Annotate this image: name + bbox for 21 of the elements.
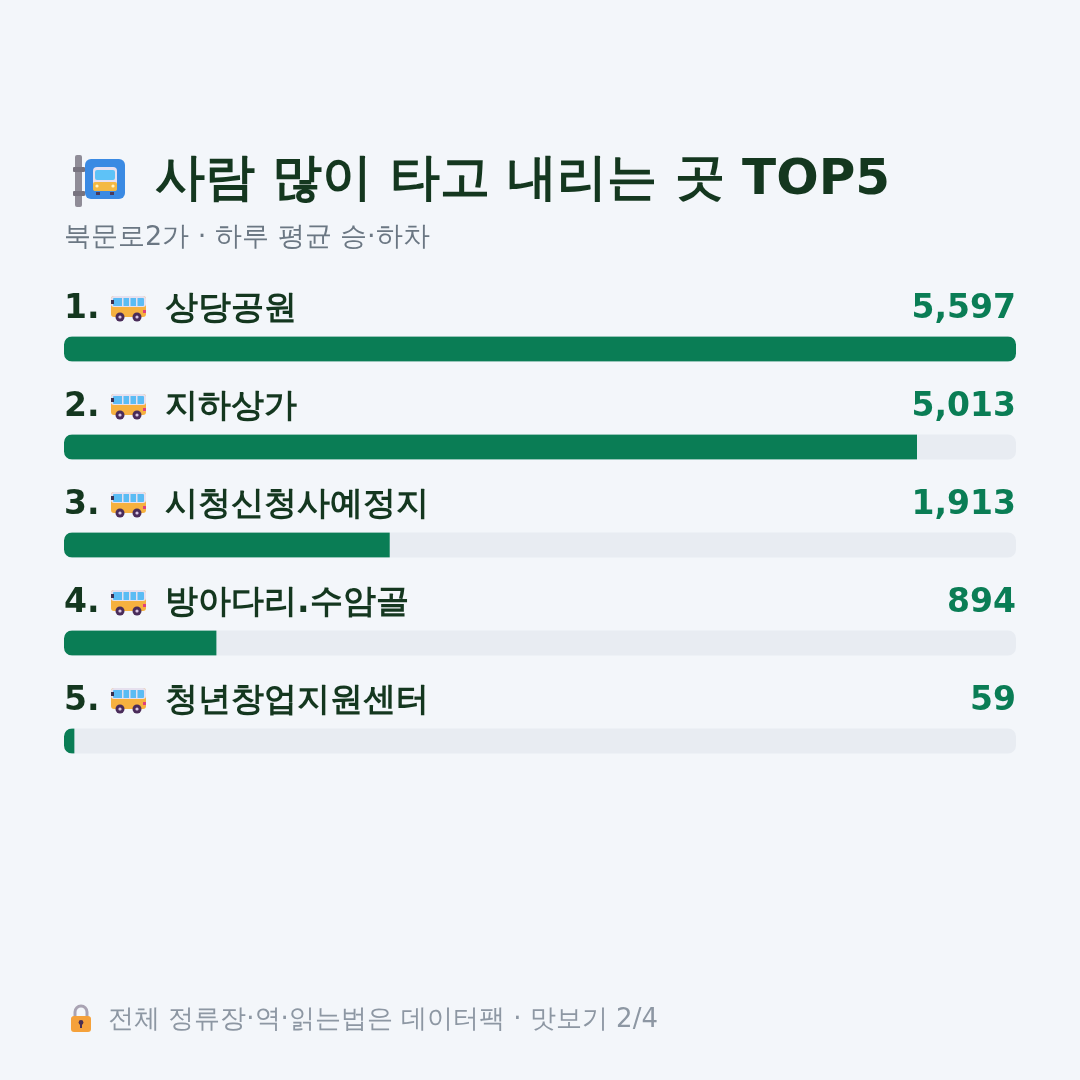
chart-title: 사람 많이 타고 내리는 곳 TOP5 <box>155 147 891 208</box>
y-tick-label: 상당공원 <box>165 286 297 326</box>
data-label: 894 <box>947 580 1016 620</box>
y-tick-label: 지하상가 <box>165 384 297 424</box>
bar <box>64 532 390 558</box>
annotation: 4. <box>64 580 100 620</box>
y-tick-label: 청년창업지원센터 <box>165 678 429 718</box>
text: 전체 정류장·역·읽는법은 데이터팩 · 맛보기 2/4 <box>108 1002 658 1035</box>
chart-subtitle: 북문로2가 · 하루 평균 승·하차 <box>64 219 430 253</box>
bar <box>64 630 217 656</box>
bar <box>64 336 1016 362</box>
annotation: 3. <box>64 482 100 522</box>
annotation: 2. <box>64 384 100 424</box>
data-label: 5,013 <box>911 384 1016 424</box>
annotation: 5. <box>64 678 100 718</box>
y-tick-label: 방아다리.수암골 <box>165 580 409 620</box>
annotation: 1. <box>64 286 100 326</box>
y-tick-label: 시청신청사예정지 <box>165 482 429 522</box>
data-label: 5,597 <box>911 286 1016 326</box>
data-label: 59 <box>970 678 1016 718</box>
data-label: 1,913 <box>911 482 1016 522</box>
